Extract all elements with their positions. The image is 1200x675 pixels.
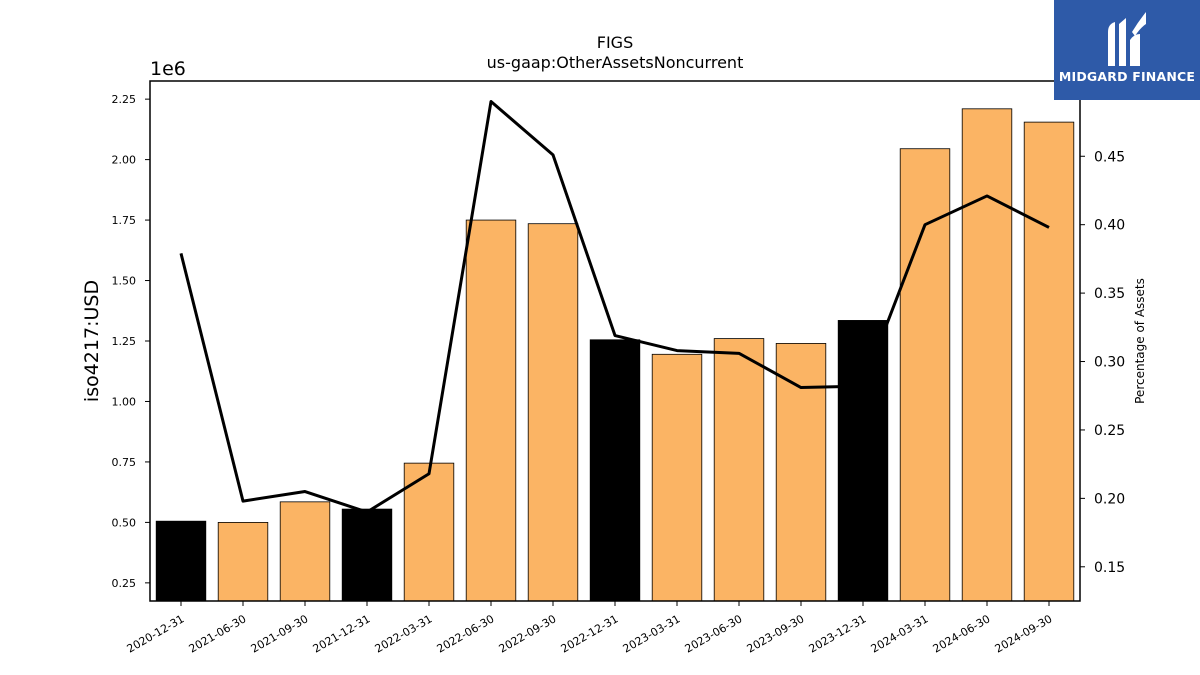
y2-ticks-group: 0.15 0.20 0.25 0.30 0.35 0.40 0.45	[1080, 149, 1125, 576]
x-tick-label: 2022-06-30	[435, 612, 497, 655]
y-tick-label: 1.75	[112, 214, 137, 227]
pct-line-group	[179, 100, 1050, 514]
y-tick-label: 0.50	[112, 516, 137, 529]
y2-tick-label: 0.35	[1094, 286, 1125, 302]
y2-tick-label: 0.45	[1094, 149, 1125, 165]
y-tick-label: 1.50	[112, 275, 137, 288]
bar-2023-09-30	[775, 343, 827, 602]
bars-group	[155, 108, 1075, 602]
y2-tick-label: 0.30	[1094, 355, 1125, 371]
x-ticks-group: 2020-12-31 2021-06-30 2021-09-30 2021-12-31…	[125, 601, 1055, 656]
bar-2024-09-30	[1023, 121, 1075, 602]
bar-2021-12-31	[341, 508, 393, 602]
logo-mark-icon	[1108, 12, 1146, 66]
y-tick-label: 2.25	[112, 93, 137, 106]
bar-2023-03-31	[651, 353, 703, 602]
y2-axis-label: Percentage of Assets	[1133, 278, 1147, 404]
bar-2022-06-30	[465, 219, 517, 602]
bar-2022-03-31	[403, 462, 455, 602]
bar-2023-12-31	[837, 320, 889, 602]
y2-tick-label: 0.40	[1094, 218, 1125, 234]
bar-2020-12-31	[155, 520, 207, 602]
y-tick-label: 0.25	[112, 577, 137, 590]
y2-tick-label: 0.25	[1094, 423, 1125, 439]
x-tick-label: 2022-12-31	[559, 612, 621, 655]
x-tick-label: 2022-09-30	[497, 612, 559, 655]
plot-frame	[149, 80, 1081, 602]
y2-tick-label: 0.15	[1094, 560, 1125, 576]
x-tick-label: 2023-12-31	[807, 612, 869, 655]
y2-tick-label: 0.20	[1094, 491, 1125, 507]
y-offset-label: 1e6	[150, 58, 186, 80]
x-tick-label: 2024-06-30	[931, 612, 993, 655]
brand-logo: MIDGARD FINANCE	[1054, 0, 1200, 100]
logo-text: MIDGARD FINANCE	[1058, 69, 1196, 84]
y-tick-label: 1.25	[112, 335, 137, 348]
chart-title: FIGS	[597, 33, 633, 52]
y-tick-label: 0.75	[112, 456, 137, 469]
x-tick-label: 2023-06-30	[683, 612, 745, 655]
x-tick-label: 2023-03-31	[621, 612, 683, 655]
x-tick-label: 2020-12-31	[125, 612, 187, 655]
bar-2024-06-30	[961, 108, 1013, 602]
y-tick-label: 1.00	[112, 395, 137, 408]
bar-2021-09-30	[279, 501, 331, 602]
chart-subtitle: us-gaap:OtherAssetsNoncurrent	[487, 53, 744, 72]
y-axis-label: iso4217:USD	[81, 280, 103, 402]
y-tick-label: 2.00	[112, 154, 137, 167]
x-tick-label: 2021-12-31	[311, 612, 373, 655]
x-tick-label: 2022-03-31	[373, 612, 435, 655]
y-ticks-group: 0.25 0.50 0.75 1.00 1.25 1.50 1.75 2.00 2.25	[112, 93, 150, 590]
bar-2022-09-30	[527, 223, 579, 602]
x-tick-label: 2021-06-30	[187, 612, 249, 655]
x-tick-label: 2021-09-30	[249, 612, 311, 655]
bar-2023-06-30	[713, 338, 765, 602]
x-tick-label: 2023-09-30	[745, 612, 807, 655]
x-tick-label: 2024-03-31	[869, 612, 931, 655]
x-tick-label: 2024-09-30	[993, 612, 1055, 655]
bar-2022-12-31	[589, 339, 641, 602]
bar-2021-06-30	[217, 522, 269, 602]
